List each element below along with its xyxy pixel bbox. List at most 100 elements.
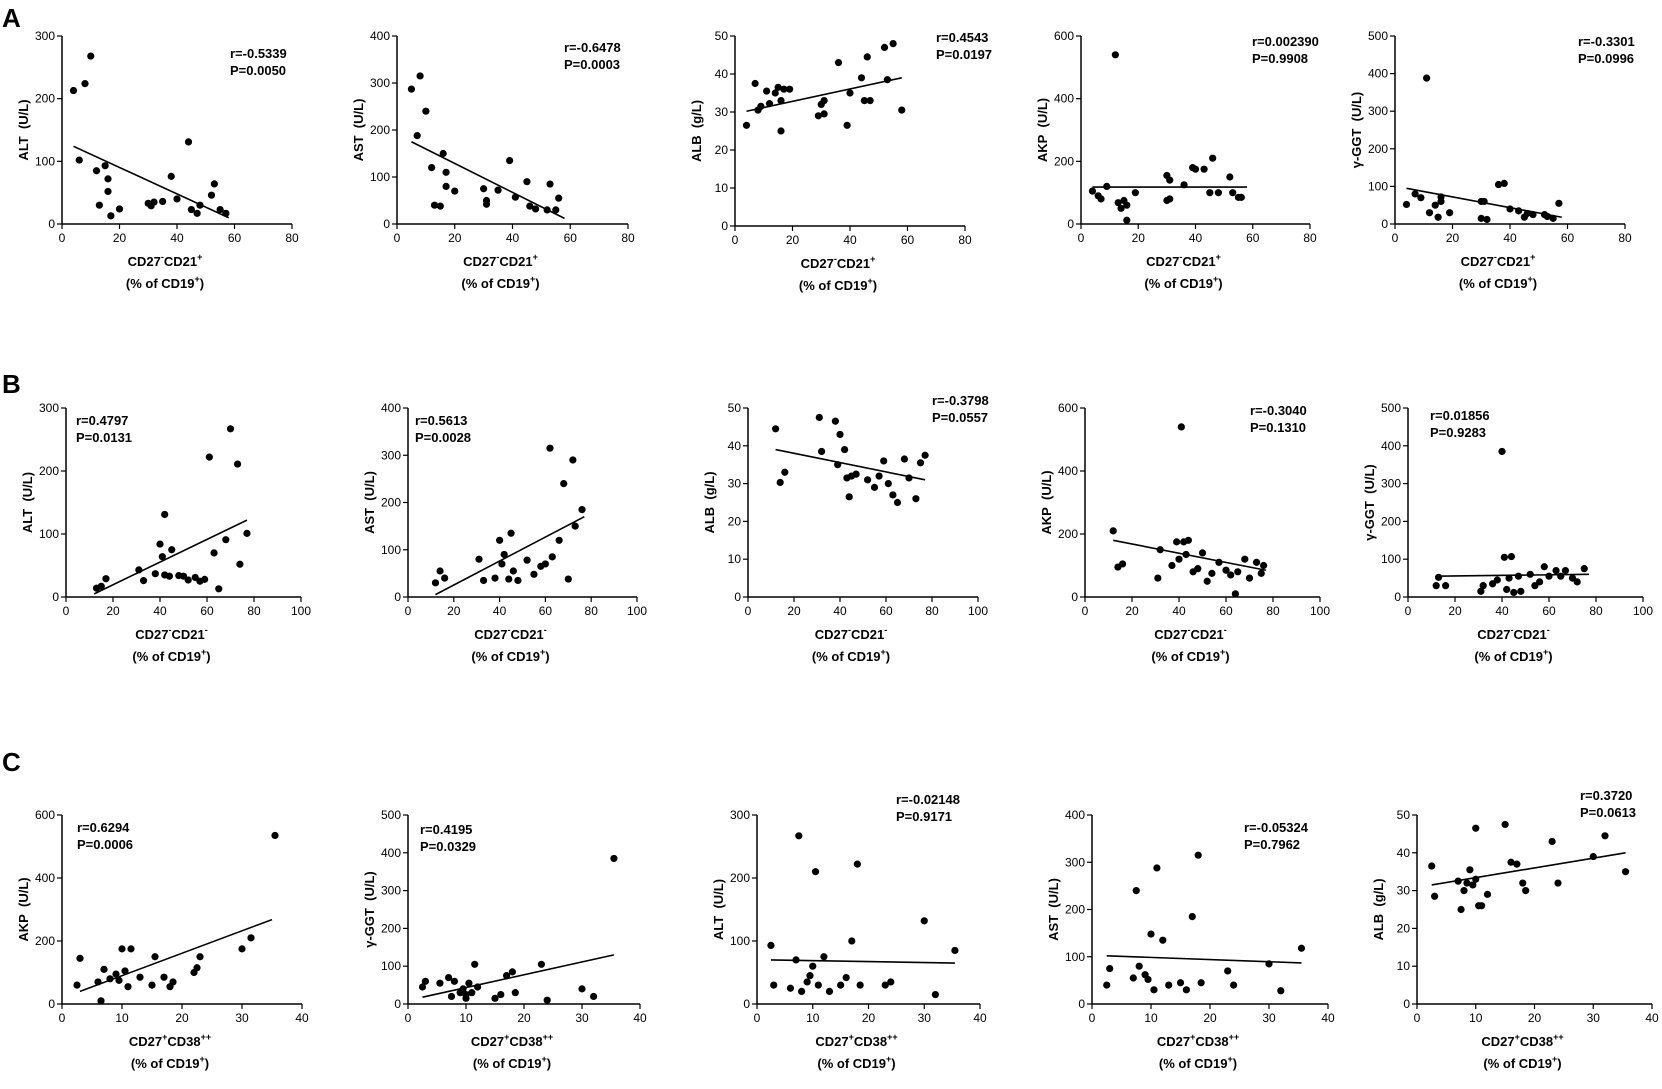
y-axis-label-7: AST (U/L) xyxy=(362,471,377,534)
y-tick-label: 0 xyxy=(48,217,55,231)
data-point xyxy=(500,550,508,559)
data-point xyxy=(151,953,159,961)
data-point xyxy=(809,962,817,970)
x-tick-label: 20 xyxy=(1125,604,1139,618)
data-point xyxy=(774,83,782,91)
y-tick-label: 0 xyxy=(1403,997,1410,1011)
x-axis-label-line2-11: (% of CD19+) xyxy=(131,1054,209,1071)
x-tick-label: 100 xyxy=(1633,604,1653,618)
data-point xyxy=(786,984,795,992)
data-point xyxy=(523,178,531,186)
data-point xyxy=(159,197,167,206)
data-point xyxy=(590,992,598,1001)
p-value-1: P=0.0050 xyxy=(230,63,286,78)
y-tick-label: 20 xyxy=(715,143,729,157)
data-point xyxy=(1428,862,1436,870)
data-point xyxy=(1132,887,1140,895)
data-point xyxy=(610,854,618,863)
data-point xyxy=(436,567,444,575)
x-tick-label: 0 xyxy=(1414,1011,1421,1025)
x-tick-label: 30 xyxy=(235,1011,249,1025)
x-tick-label: 100 xyxy=(291,604,311,618)
data-point xyxy=(1245,574,1254,582)
data-point xyxy=(1188,912,1196,921)
data-point xyxy=(1265,960,1273,968)
regression-line-13 xyxy=(770,959,955,964)
data-point xyxy=(222,209,230,217)
data-point xyxy=(193,964,201,972)
data-point xyxy=(860,97,868,105)
data-point xyxy=(1166,176,1174,184)
data-point xyxy=(1460,887,1468,895)
data-point xyxy=(1088,187,1097,195)
regression-line-7 xyxy=(435,515,585,596)
data-point xyxy=(1434,213,1442,221)
data-point xyxy=(1536,578,1544,586)
data-point xyxy=(196,953,204,961)
data-point xyxy=(441,574,449,582)
data-point xyxy=(1168,561,1176,570)
x-tick-label: 100 xyxy=(968,604,988,618)
y-tick-label: 0 xyxy=(1071,590,1078,604)
x-tick-label: 100 xyxy=(1310,604,1330,618)
data-point xyxy=(1434,573,1443,581)
data-point xyxy=(407,85,416,93)
x-tick-label: 60 xyxy=(1219,604,1233,618)
data-point xyxy=(73,981,81,989)
data-point xyxy=(1129,974,1137,982)
data-point xyxy=(1522,887,1530,895)
p-value-15: P=0.0613 xyxy=(1580,805,1636,820)
correlation-r-13: r=-0.02148 xyxy=(896,792,960,807)
data-point xyxy=(1446,209,1454,217)
data-point xyxy=(205,453,213,461)
data-point xyxy=(1480,197,1488,206)
data-point xyxy=(820,110,828,118)
data-point xyxy=(841,445,849,454)
correlation-r-4: r=0.002390 xyxy=(1252,34,1319,49)
x-tick-label: 40 xyxy=(843,233,857,247)
x-axis-label-line1-11: CD27+CD38++ xyxy=(129,1032,211,1049)
p-value-14: P=0.7962 xyxy=(1244,837,1300,852)
x-tick-label: 20 xyxy=(175,1011,189,1025)
y-tick-label: 500 xyxy=(381,808,401,822)
y-tick-label: 300 xyxy=(39,401,59,415)
data-point xyxy=(439,149,447,158)
x-tick-label: 40 xyxy=(506,231,520,245)
x-tick-label: 80 xyxy=(585,604,599,618)
data-point xyxy=(156,540,164,548)
data-point xyxy=(765,100,774,108)
data-point xyxy=(920,917,928,925)
regression-line-8 xyxy=(775,448,926,481)
data-point xyxy=(786,85,794,93)
data-point xyxy=(1203,577,1211,585)
data-point xyxy=(482,196,491,205)
y-tick-label: 100 xyxy=(1368,179,1388,193)
data-point xyxy=(1589,852,1597,861)
data-point xyxy=(1529,211,1537,219)
data-point xyxy=(187,205,195,214)
data-point xyxy=(1206,189,1214,197)
data-point xyxy=(107,212,115,220)
data-point xyxy=(491,574,499,582)
data-point xyxy=(884,480,892,488)
x-axis-label-line2-12: (% of CD19+) xyxy=(473,1054,551,1071)
data-point xyxy=(912,495,920,503)
y-tick-label: 500 xyxy=(1381,401,1401,415)
data-point xyxy=(127,945,135,953)
data-point xyxy=(1173,538,1181,546)
data-point xyxy=(1503,585,1511,594)
data-point xyxy=(94,978,102,986)
x-axis-label-line1-10: CD27-CD21- xyxy=(1477,625,1550,642)
y-axis-label-12: γ-GGT (U/L) xyxy=(362,871,377,948)
data-point xyxy=(578,505,586,514)
data-point xyxy=(1182,550,1190,559)
x-axis-label-line1-5: CD27-CD21+ xyxy=(1461,252,1536,269)
data-point xyxy=(465,979,473,987)
data-point xyxy=(207,191,216,199)
data-point xyxy=(238,945,246,953)
data-point xyxy=(69,86,78,95)
x-axis-label-line1-1: CD27-CD21+ xyxy=(128,252,203,269)
data-point xyxy=(1561,566,1570,575)
data-point xyxy=(165,572,173,580)
data-point xyxy=(1549,214,1557,222)
